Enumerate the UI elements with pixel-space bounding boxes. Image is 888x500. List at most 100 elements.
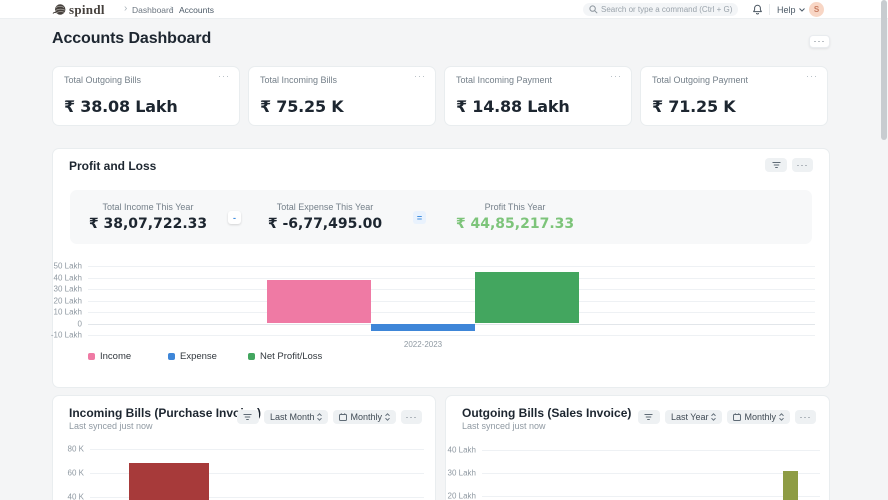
interval-select[interactable]: Monthly <box>727 410 790 424</box>
bar-outgoing-bills[interactable] <box>783 470 798 500</box>
profit-value: ₹ 44,85,217.33 <box>455 216 575 232</box>
breadcrumb-accounts[interactable]: Accounts <box>179 5 214 15</box>
summary-total-expense: Total Expense This Year ₹ -6,77,495.00 <box>250 202 400 232</box>
gridline <box>482 473 820 474</box>
interval-label: Monthly <box>350 412 382 422</box>
operator-equals-badge: = <box>413 211 426 224</box>
calendar-icon <box>733 413 742 421</box>
spindl-logo-icon <box>52 3 66 17</box>
help-label: Help <box>777 5 796 15</box>
y-tick-label: 40 K <box>67 492 84 500</box>
navbar: spindl › Dashboard › Accounts Help S <box>0 0 888 19</box>
filter-icon <box>644 414 653 420</box>
gridline <box>88 312 815 313</box>
outgoing-bills-controls: Last Year Monthly ··· <box>637 410 816 424</box>
profit-loss-controls: ··· <box>765 158 813 172</box>
incoming-bills-card: Incoming Bills (Purchase Invoice) Last s… <box>52 395 436 500</box>
gridline <box>90 473 424 474</box>
summary-value: ₹ -6,77,495.00 <box>267 216 383 232</box>
legend-item[interactable]: Expense <box>168 351 248 362</box>
x-tick-label: 2022-2023 <box>403 340 443 349</box>
gridline <box>88 300 815 302</box>
gridline <box>88 266 815 267</box>
chevron-right-icon: › <box>124 3 128 14</box>
incoming-bills-menu-button[interactable]: ··· <box>401 410 422 424</box>
incoming-bills-subtitle: Last synced just now <box>69 421 153 431</box>
legend-label: Expense <box>180 351 217 362</box>
breadcrumb-dashboard[interactable]: Dashboard <box>132 5 174 15</box>
card-label: Total Incoming Payment <box>456 75 553 85</box>
filter-button[interactable] <box>637 410 660 424</box>
gridline <box>88 335 815 336</box>
outgoing-bills-chart: 40 Lakh 30 Lakh 20 Lakh <box>448 446 820 500</box>
number-card-total-incoming-payment: Total Incoming Payment ··· ₹ 14.88 Lakh <box>444 66 632 126</box>
card-menu-button[interactable]: ··· <box>414 71 426 81</box>
y-tick-label: 40 Lakh <box>53 273 82 282</box>
bar-income[interactable] <box>267 279 371 324</box>
logo-text: spindl <box>69 1 105 17</box>
help-menu[interactable]: Help <box>777 5 805 15</box>
outgoing-bills-menu-button[interactable]: ··· <box>795 410 816 424</box>
bar-incoming-bills[interactable] <box>129 463 209 500</box>
sort-carets-icon <box>779 413 784 421</box>
summary-label: Profit This Year <box>484 202 546 212</box>
range-label: Last Year <box>670 412 709 422</box>
card-value: ₹ 75.25 K <box>260 97 344 116</box>
y-tick-label: 0 <box>77 319 82 328</box>
sort-carets-icon <box>711 413 717 421</box>
gridline <box>88 289 815 290</box>
profit-loss-card: Profit and Loss ··· <box>52 148 830 388</box>
scrollbar-thumb[interactable] <box>881 0 887 140</box>
range-label: Last Month <box>269 412 315 422</box>
incoming-bills-title: Incoming Bills (Purchase Invoice) <box>69 406 262 420</box>
incoming-bills-chart: 80 K 60 K 40 K <box>68 445 424 500</box>
card-menu-button[interactable]: ··· <box>610 71 622 81</box>
filter-icon <box>772 162 780 168</box>
outgoing-bills-card: Outgoing Bills (Sales Invoice) Last sync… <box>445 395 830 500</box>
sort-carets-icon <box>317 413 323 421</box>
outgoing-bills-subtitle: Last synced just now <box>462 421 546 431</box>
profit-loss-title: Profit and Loss <box>69 159 157 173</box>
user-avatar[interactable]: S <box>809 2 824 17</box>
notification-bell-icon[interactable] <box>752 4 763 15</box>
chevron-right-icon: › <box>170 3 174 14</box>
search-icon <box>589 5 598 14</box>
interval-select[interactable]: Monthly <box>333 410 396 424</box>
summary-label: Total Income This Year <box>102 202 194 212</box>
card-value: ₹ 38.08 Lakh <box>64 97 178 116</box>
y-tick-label: 50 Lakh <box>53 261 82 271</box>
range-select[interactable]: Last Month <box>263 410 329 424</box>
page-menu-button[interactable]: ··· <box>809 35 830 48</box>
card-menu-button[interactable]: ··· <box>218 71 230 81</box>
gridline <box>90 497 424 498</box>
bar-expense[interactable] <box>371 323 475 332</box>
filter-button[interactable] <box>236 410 259 424</box>
y-tick-label: 40 Lakh <box>447 445 476 455</box>
legend-swatch <box>168 353 175 360</box>
legend-item[interactable]: Net Profit/Loss <box>248 351 322 362</box>
summary-total-income: Total Income This Year ₹ 38,07,722.33 <box>78 202 218 232</box>
outgoing-bills-title: Outgoing Bills (Sales Invoice) <box>462 406 632 420</box>
number-card-total-outgoing-bills: Total Outgoing Bills ··· ₹ 38.08 Lakh <box>52 66 240 126</box>
card-menu-button[interactable]: ··· <box>806 71 818 81</box>
y-tick-label: 80 K <box>67 444 84 454</box>
filter-button[interactable] <box>765 158 787 172</box>
gridline <box>88 277 815 279</box>
card-label: Total Outgoing Payment <box>652 75 749 85</box>
legend-label: Income <box>100 351 132 362</box>
legend-label: Net Profit/Loss <box>260 351 323 362</box>
app-logo[interactable]: spindl <box>52 2 105 17</box>
y-tick-label: 60 K <box>67 468 84 478</box>
y-tick-label: 30 Lakh <box>447 468 476 478</box>
gridline <box>482 450 820 451</box>
bar-net-profit-loss[interactable] <box>475 271 579 324</box>
range-select[interactable]: Last Year <box>664 410 723 424</box>
search-input[interactable] <box>583 3 738 16</box>
interval-label: Monthly <box>744 412 776 422</box>
card-label: Total Outgoing Bills <box>64 75 142 85</box>
profit-loss-menu-button[interactable]: ··· <box>792 158 813 172</box>
number-card-total-incoming-bills: Total Incoming Bills ··· ₹ 75.25 K <box>248 66 436 126</box>
legend-item[interactable]: Income <box>88 351 168 362</box>
y-tick-label: 20 Lakh <box>53 296 82 305</box>
